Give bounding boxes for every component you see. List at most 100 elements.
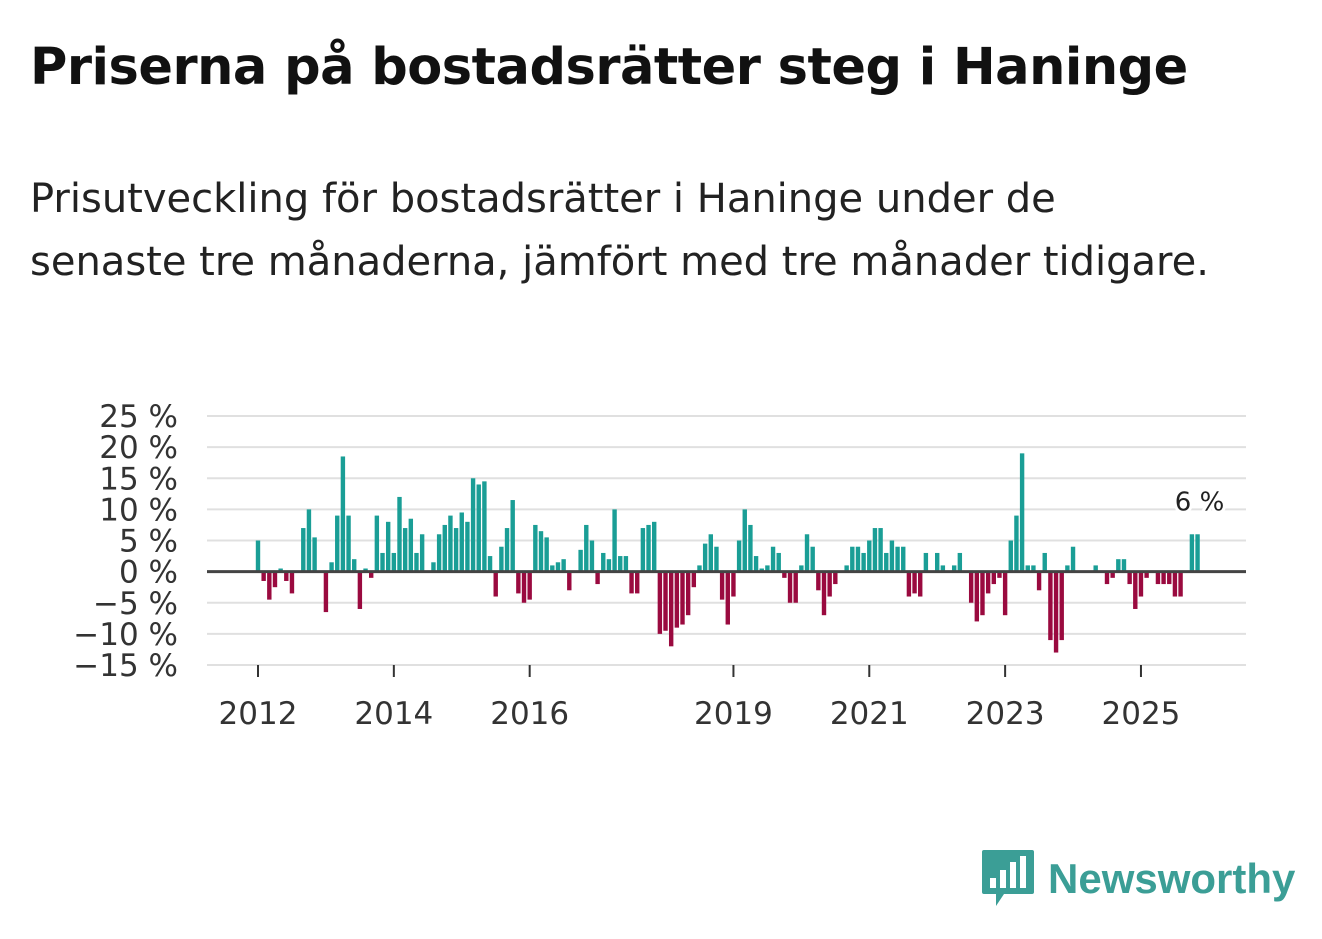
bar-negative bbox=[357, 571, 363, 609]
bar-positive bbox=[584, 524, 589, 572]
bar-positive bbox=[402, 528, 408, 572]
annotations: 6 % bbox=[1172, 484, 1228, 520]
y-tick-label: 0 % bbox=[119, 555, 178, 591]
bar-positive bbox=[759, 568, 764, 572]
y-tick-label: 25 % bbox=[99, 399, 178, 435]
x-tick-label: 2019 bbox=[694, 696, 773, 732]
bar-negative bbox=[289, 571, 295, 594]
bar-negative bbox=[369, 571, 374, 578]
y-tick-label: −15 % bbox=[73, 648, 178, 684]
bar-positive bbox=[431, 562, 436, 572]
bar-positive bbox=[742, 509, 747, 572]
bar-positive bbox=[335, 515, 340, 572]
bar-negative bbox=[968, 571, 974, 603]
bar-positive bbox=[510, 500, 515, 572]
bar-positive bbox=[1014, 515, 1019, 572]
bar-negative bbox=[323, 571, 329, 613]
bar-negative bbox=[493, 571, 498, 597]
bar-negative bbox=[918, 571, 923, 597]
bar-positive bbox=[646, 524, 651, 572]
bar-positive bbox=[951, 565, 957, 572]
bar-positive bbox=[1042, 552, 1047, 572]
bar-negative bbox=[527, 571, 532, 600]
bar-negative bbox=[1002, 571, 1008, 616]
bar-positive bbox=[935, 552, 940, 572]
bar-positive bbox=[618, 556, 623, 572]
bar-negative bbox=[657, 571, 663, 634]
bar-positive bbox=[363, 568, 368, 572]
bar-positive bbox=[889, 540, 895, 572]
bar-negative bbox=[1110, 571, 1115, 578]
bar-positive bbox=[697, 565, 702, 572]
bar-positive bbox=[895, 546, 900, 572]
bar-positive bbox=[702, 543, 708, 572]
bar-positive bbox=[470, 478, 476, 572]
bar-positive bbox=[374, 515, 380, 572]
bar-negative bbox=[974, 571, 980, 622]
bar-negative bbox=[997, 571, 1002, 578]
bar-negative bbox=[663, 571, 668, 631]
bar-negative bbox=[516, 571, 521, 594]
x-tick-label: 2012 bbox=[219, 696, 298, 732]
bar-positive bbox=[1093, 565, 1098, 572]
bar-positive bbox=[736, 540, 742, 572]
bar-negative bbox=[1036, 571, 1042, 591]
bar-negative bbox=[1133, 571, 1138, 609]
bar-negative bbox=[1138, 571, 1144, 597]
bar-positive bbox=[346, 515, 351, 572]
bar-positive bbox=[482, 481, 487, 572]
bar-positive bbox=[776, 552, 781, 572]
bar-positive bbox=[1031, 565, 1036, 572]
bar-positive bbox=[640, 528, 646, 572]
newsworthy-bar-chart-icon bbox=[982, 850, 1034, 906]
bar-positive bbox=[810, 546, 815, 572]
x-axis-ticks: 2012 2014 2016 2019 2021 2023 2025 bbox=[219, 665, 1180, 732]
y-axis-ticks: 25 %20 %15 %10 %5 %0 %−5 %−10 %−15 % bbox=[73, 399, 178, 684]
bar-positive bbox=[419, 534, 425, 572]
bar-positive bbox=[623, 556, 629, 572]
bar-negative bbox=[985, 571, 991, 594]
bar-negative bbox=[793, 571, 798, 603]
bar-positive bbox=[414, 552, 419, 572]
bar-positive bbox=[867, 540, 872, 572]
bar-positive bbox=[589, 540, 595, 572]
bar-positive bbox=[601, 552, 606, 572]
bar-positive bbox=[861, 552, 866, 572]
bar-positive bbox=[1008, 540, 1013, 572]
x-tick-label: 2016 bbox=[490, 696, 569, 732]
bar-negative bbox=[674, 571, 680, 628]
bar-positive bbox=[855, 546, 861, 572]
bar-positive bbox=[555, 562, 561, 572]
bar-negative bbox=[267, 571, 272, 600]
y-tick-label: 5 % bbox=[119, 524, 178, 560]
bar-positive bbox=[957, 552, 963, 572]
bar-positive bbox=[544, 537, 549, 572]
bar-positive bbox=[499, 546, 504, 572]
newsworthy-logo: Newsworthy bbox=[980, 848, 1295, 910]
bar-negative bbox=[725, 571, 730, 625]
bar-positive bbox=[448, 515, 453, 572]
bar-negative bbox=[991, 571, 996, 585]
bar-positive bbox=[804, 534, 810, 572]
bar-positive bbox=[1121, 559, 1127, 572]
chart-title: Priserna på bostadsrätter steg i Haninge bbox=[30, 38, 1188, 97]
bar-positive bbox=[872, 528, 878, 572]
bar-positive bbox=[612, 509, 617, 572]
bar-positive bbox=[844, 565, 849, 572]
bar-positive bbox=[533, 524, 538, 572]
bar-positive bbox=[329, 562, 334, 572]
bar-negative bbox=[521, 571, 527, 603]
bar-positive bbox=[538, 531, 544, 572]
bar-negative bbox=[635, 571, 640, 594]
bar-positive bbox=[748, 524, 753, 572]
bar-positive bbox=[923, 552, 929, 572]
bar-positive bbox=[1065, 565, 1070, 572]
bar-positive bbox=[1070, 546, 1076, 572]
bar-positive bbox=[385, 521, 391, 572]
bar-positive bbox=[301, 528, 306, 572]
bar-negative bbox=[980, 571, 985, 616]
bar-negative bbox=[731, 571, 736, 597]
bar-negative bbox=[1167, 571, 1172, 585]
x-tick-label: 2023 bbox=[966, 696, 1045, 732]
